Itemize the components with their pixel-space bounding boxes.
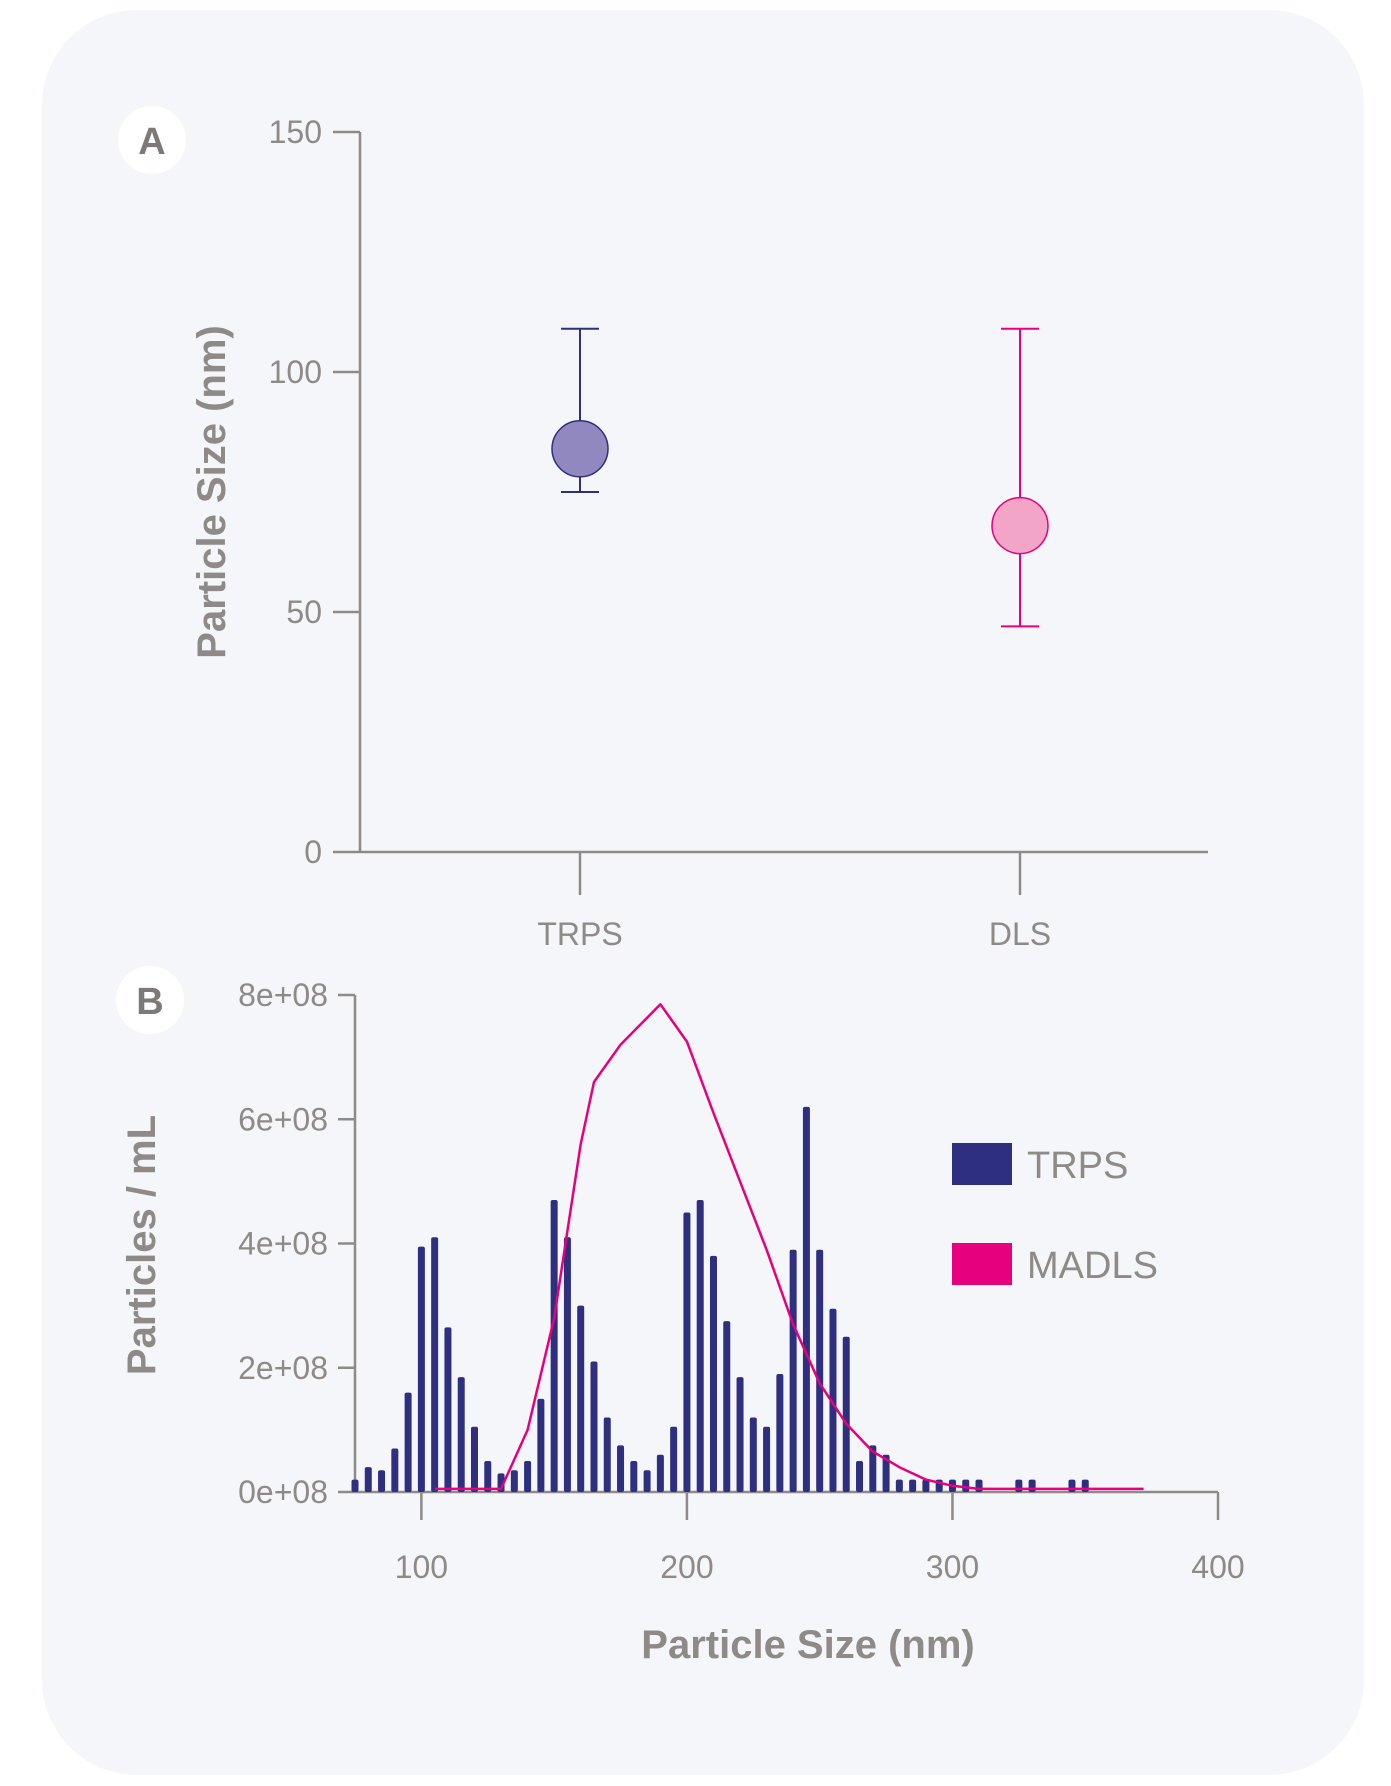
b-x-ticks: 100 200 300 400 — [395, 1492, 1245, 1585]
a-y-axis-label: Particle Size (nm) — [190, 325, 234, 658]
b-madls-line — [434, 1003, 1144, 1491]
b-bar — [816, 1249, 824, 1492]
b-y-axis-label: Particles / mL — [120, 1115, 164, 1375]
b-bar — [404, 1392, 412, 1492]
b-bar — [484, 1460, 492, 1492]
b-bar — [643, 1470, 651, 1492]
b-x-tick-label: 100 — [395, 1549, 448, 1585]
b-y-ticks: 0e+08 2e+08 4e+08 6e+08 8e+08 — [238, 977, 355, 1510]
b-bar — [709, 1255, 717, 1492]
a-point-trps — [551, 420, 609, 478]
b-bar — [869, 1445, 877, 1492]
b-bar — [842, 1336, 850, 1492]
b-bar — [630, 1460, 638, 1492]
a-points — [551, 327, 1049, 628]
b-bar — [696, 1200, 704, 1492]
b-bar — [670, 1426, 678, 1492]
b-bar — [537, 1398, 545, 1492]
b-x-tick-label: 400 — [1191, 1549, 1244, 1585]
panel-b-label: B — [136, 981, 163, 1023]
b-bar — [444, 1327, 452, 1492]
b-bar — [749, 1417, 757, 1492]
b-x-axis-label: Particle Size (nm) — [641, 1623, 974, 1667]
a-y-ticks: 0 50 100 150 — [269, 114, 360, 870]
panel-b-badge — [116, 966, 184, 1034]
a-point-dls — [991, 496, 1049, 555]
b-bar — [909, 1479, 917, 1492]
b-bar — [882, 1454, 890, 1492]
b-bar — [856, 1460, 864, 1492]
b-bar — [563, 1237, 571, 1492]
b-bar — [617, 1445, 625, 1492]
a-y-tick-label: 50 — [286, 594, 322, 630]
b-bar — [922, 1479, 930, 1492]
b-bar — [457, 1377, 465, 1492]
legend-label-trps: TRPS — [1027, 1145, 1128, 1187]
b-bar — [962, 1479, 970, 1492]
b-bar — [510, 1470, 518, 1492]
b-legend: TRPS MADLS — [952, 1143, 1158, 1287]
panel-a: A 0 50 100 150 TRPS DLS Particle Size (nm) — [118, 106, 1208, 952]
b-bar — [802, 1106, 810, 1492]
panel-b: B 0e+08 2e+08 4e+08 6e+08 8e+08 100 200 300 400… — [116, 966, 1245, 1667]
b-bar — [590, 1361, 598, 1492]
b-bar — [550, 1200, 558, 1492]
b-bar — [683, 1212, 691, 1492]
b-bar — [603, 1417, 611, 1492]
legend-swatch-madls — [952, 1243, 1012, 1285]
a-x-tick-label: TRPS — [537, 916, 622, 952]
panel-a-badge — [118, 106, 186, 174]
b-bar — [656, 1454, 664, 1492]
b-y-tick-label: 0e+08 — [238, 1474, 328, 1510]
b-bar — [524, 1460, 532, 1492]
b-bar — [351, 1479, 359, 1492]
b-y-tick-label: 4e+08 — [238, 1226, 328, 1262]
b-bar — [470, 1426, 478, 1492]
b-bar — [763, 1426, 771, 1492]
b-bar — [736, 1377, 744, 1492]
legend-swatch-trps — [952, 1143, 1012, 1185]
b-bar — [417, 1246, 425, 1492]
b-y-tick-label: 8e+08 — [238, 977, 328, 1013]
b-bar — [577, 1305, 585, 1492]
panel-a-label: A — [138, 121, 165, 163]
legend-label-madls: MADLS — [1027, 1245, 1158, 1287]
b-x-tick-label: 200 — [660, 1549, 713, 1585]
b-bar — [378, 1470, 386, 1492]
b-bar — [431, 1237, 439, 1492]
b-bar — [829, 1308, 837, 1492]
b-x-tick-label: 300 — [926, 1549, 979, 1585]
b-bar — [789, 1249, 797, 1492]
a-y-tick-label: 0 — [304, 834, 322, 870]
a-x-ticks: TRPS DLS — [537, 852, 1051, 952]
b-bar — [723, 1321, 731, 1492]
b-bar — [895, 1479, 903, 1492]
b-trps-bars — [351, 1106, 1089, 1492]
b-y-tick-label: 6e+08 — [238, 1101, 328, 1137]
b-bar — [776, 1373, 784, 1492]
a-y-tick-label: 150 — [269, 114, 322, 150]
a-y-tick-label: 100 — [269, 354, 322, 390]
b-y-tick-label: 2e+08 — [238, 1350, 328, 1386]
b-bar — [391, 1448, 399, 1492]
a-x-tick-label: DLS — [989, 916, 1051, 952]
b-bar — [364, 1467, 372, 1492]
